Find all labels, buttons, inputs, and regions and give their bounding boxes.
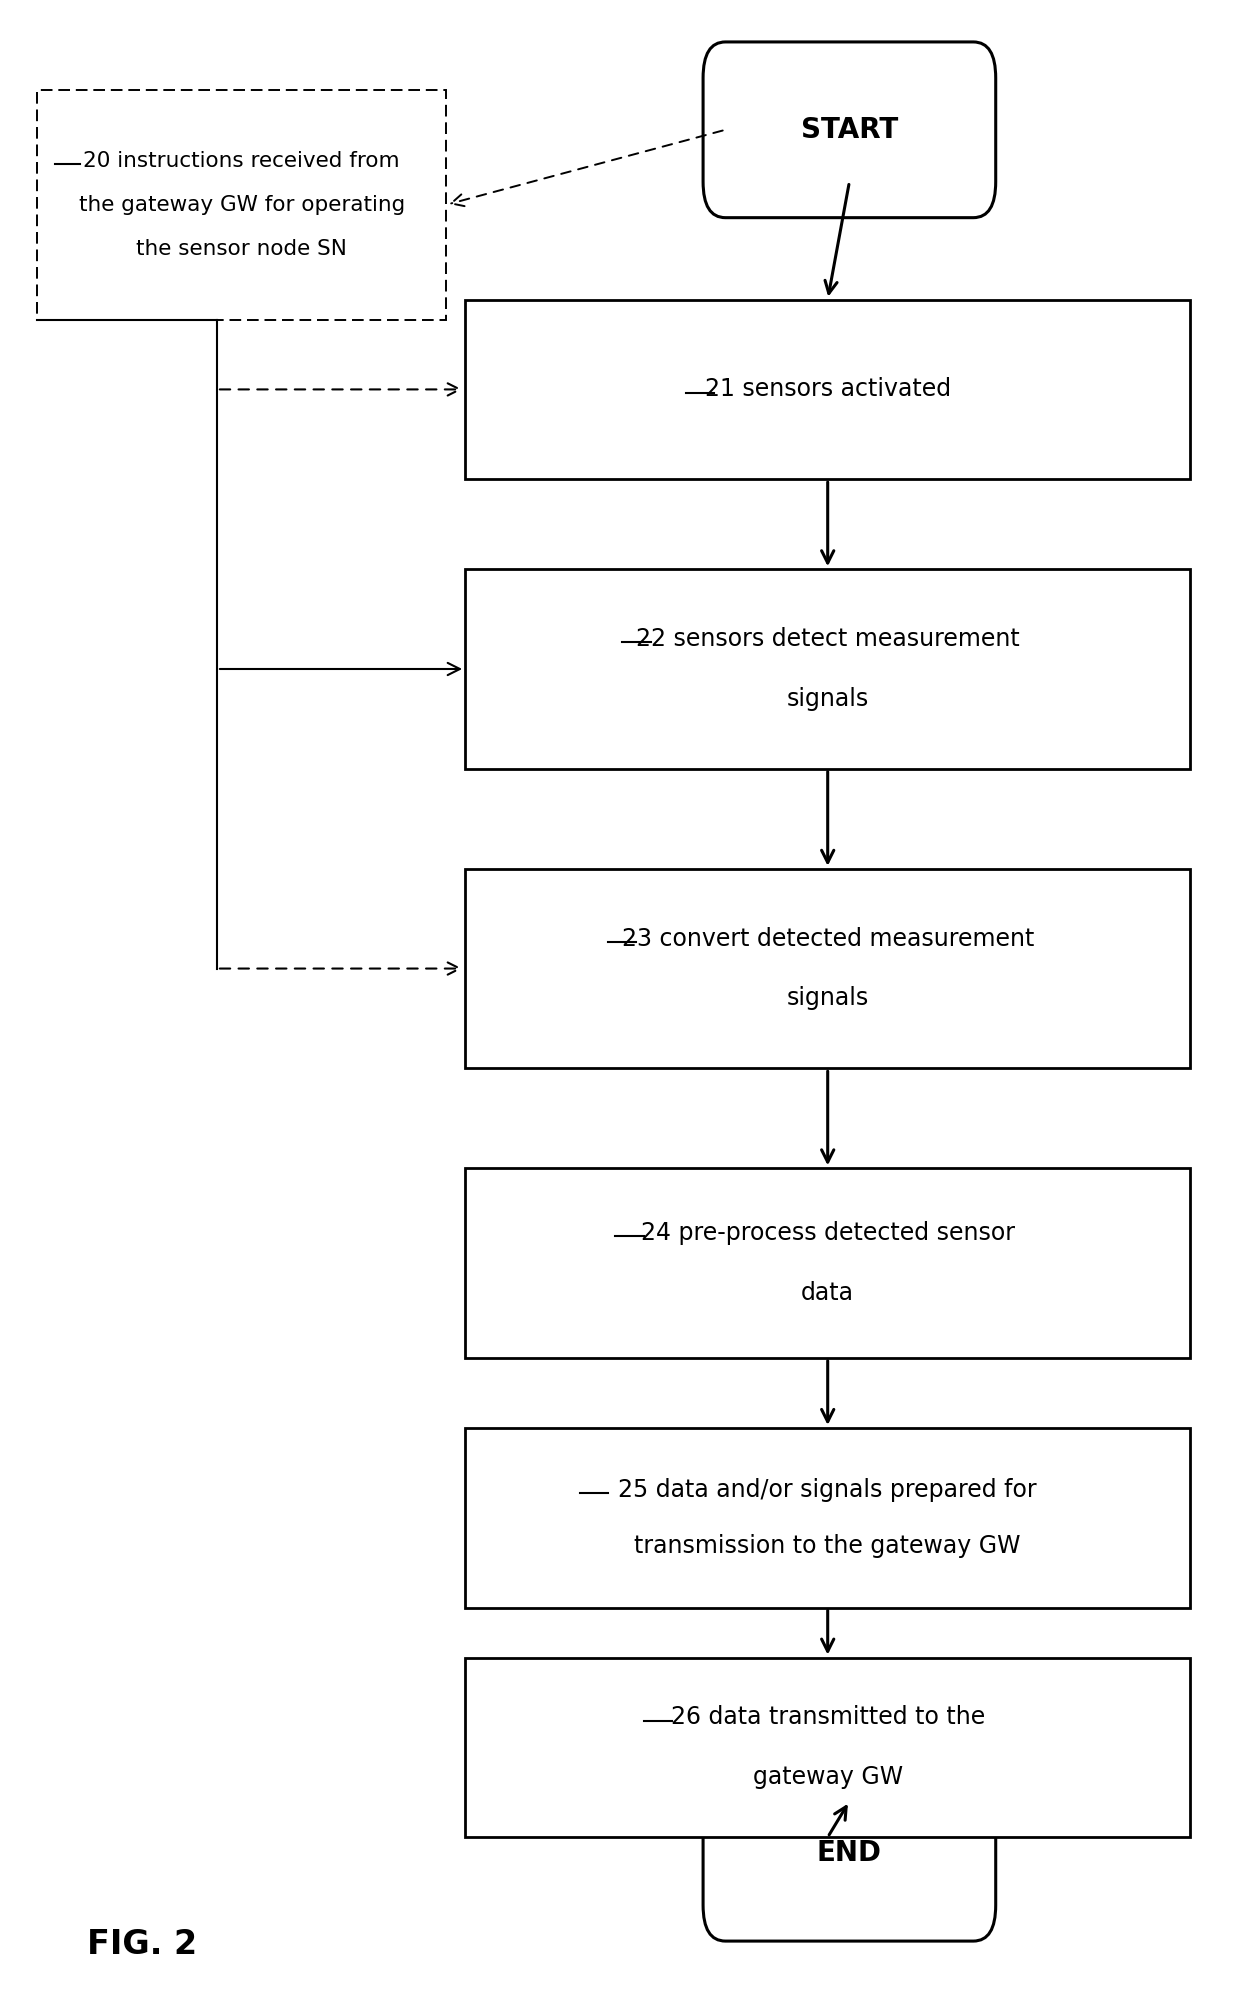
Text: START: START — [801, 116, 898, 144]
Bar — [465, 869, 1190, 1068]
Text: 23 convert detected measurement: 23 convert detected measurement — [621, 927, 1034, 951]
Text: gateway GW: gateway GW — [753, 1765, 903, 1789]
Bar — [465, 1168, 1190, 1358]
Text: signals: signals — [786, 687, 869, 711]
Bar — [465, 300, 1190, 479]
Bar — [465, 1658, 1190, 1837]
Text: 22 sensors detect measurement: 22 sensors detect measurement — [636, 627, 1019, 651]
Text: the gateway GW for operating: the gateway GW for operating — [78, 194, 405, 216]
Text: END: END — [817, 1839, 882, 1867]
Text: 24 pre-process detected sensor: 24 pre-process detected sensor — [641, 1220, 1014, 1246]
Text: 25 data and/or signals prepared for: 25 data and/or signals prepared for — [619, 1478, 1037, 1502]
Text: the sensor node SN: the sensor node SN — [136, 238, 347, 260]
Text: 26 data transmitted to the: 26 data transmitted to the — [671, 1705, 985, 1729]
FancyBboxPatch shape — [703, 42, 996, 218]
Text: signals: signals — [786, 987, 869, 1010]
FancyBboxPatch shape — [703, 1765, 996, 1941]
Text: 20 instructions received from: 20 instructions received from — [83, 150, 401, 172]
Bar — [465, 569, 1190, 769]
Text: 21 sensors activated: 21 sensors activated — [704, 377, 951, 401]
Text: FIG. 2: FIG. 2 — [87, 1927, 197, 1961]
Text: transmission to the gateway GW: transmission to the gateway GW — [635, 1534, 1021, 1558]
Text: data: data — [801, 1280, 854, 1306]
Bar — [465, 1428, 1190, 1608]
Bar — [37, 90, 446, 320]
